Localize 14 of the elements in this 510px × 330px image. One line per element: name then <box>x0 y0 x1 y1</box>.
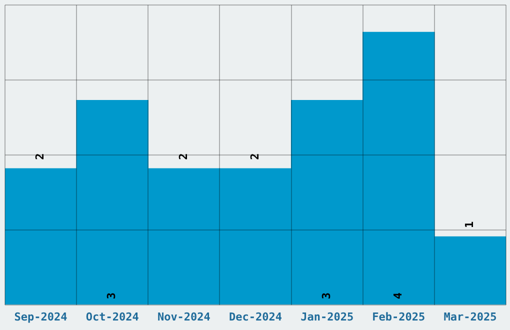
data-label: 3 <box>105 292 118 300</box>
data-label: 2 <box>34 153 47 160</box>
data-label: 2 <box>176 153 190 160</box>
data-label: 1 <box>463 220 476 228</box>
x-tick-label: Nov-2024 <box>157 310 211 324</box>
data-label: 3 <box>320 292 333 300</box>
data-label: 4 <box>392 292 404 300</box>
x-tick-label: Feb-2025 <box>372 310 426 324</box>
x-tick-label: Oct-2024 <box>86 310 140 324</box>
x-tick-label: Sep-2024 <box>14 310 68 324</box>
data-label: 2 <box>248 153 262 160</box>
x-tick-label: Jan-2025 <box>300 310 354 324</box>
x-tick-label: Mar-2025 <box>444 310 497 324</box>
x-tick-label: Dec-2024 <box>229 310 282 324</box>
